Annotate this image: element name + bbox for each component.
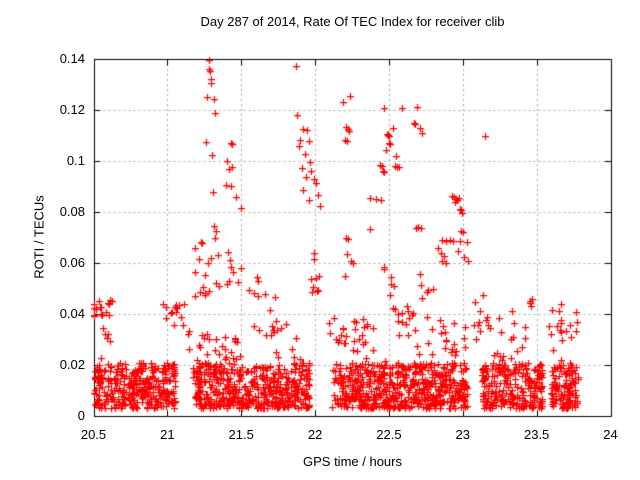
x-axis-label: GPS time / hours xyxy=(303,454,402,469)
x-tick-label: 22.5 xyxy=(376,427,402,442)
x-tick-label: 23 xyxy=(455,427,471,442)
x-tick-label: 21.5 xyxy=(228,427,254,442)
y-tick-label: 0.14 xyxy=(59,51,85,66)
x-tick-label: 23.5 xyxy=(523,427,550,442)
x-tick-label: 24 xyxy=(603,427,618,442)
y-tick-label: 0.08 xyxy=(59,204,85,219)
y-tick-label: 0.12 xyxy=(59,102,85,117)
x-tick-label: 22 xyxy=(307,427,323,442)
y-tick-label: 0.06 xyxy=(59,255,85,270)
y-tick-label: 0.02 xyxy=(59,357,85,372)
y-tick-label: 0.04 xyxy=(59,306,85,321)
x-tick-label: 21 xyxy=(160,427,175,442)
x-tick-label: 20.5 xyxy=(80,427,107,442)
y-tick-label: 0.1 xyxy=(66,153,85,168)
chart-title: Day 287 of 2014, Rate Of TEC Index for r… xyxy=(200,14,505,29)
y-tick-label: 0 xyxy=(77,408,85,423)
